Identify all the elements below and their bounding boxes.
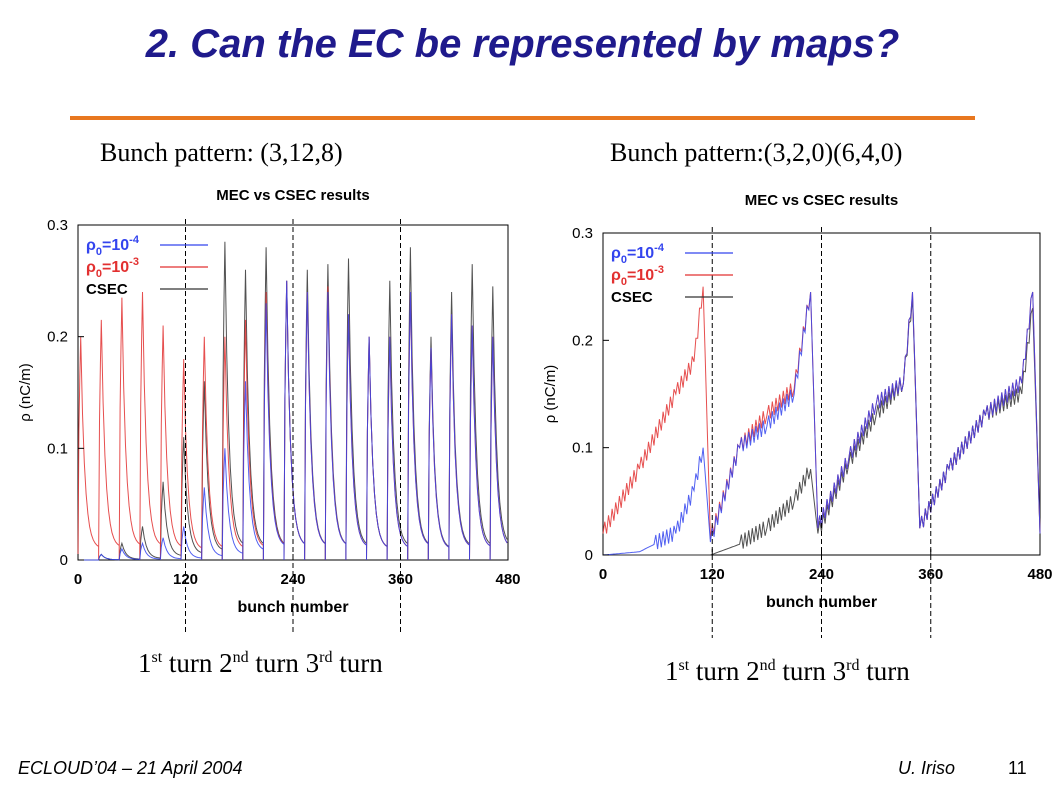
right-turn-labels: 1st turn 2nd turn 3rd turn xyxy=(665,656,910,687)
footer-conference: ECLOUD’04 – 21 April 2004 xyxy=(18,758,243,778)
chart-title: MEC vs CSEC results xyxy=(745,192,898,209)
y-axis-label: ρ (nC/m) xyxy=(542,365,559,424)
y-tick-label: 0 xyxy=(585,547,593,564)
turn-label-1: 1st turn xyxy=(665,656,740,686)
turn-label-3: 3rd turn xyxy=(832,656,910,686)
y-tick-label: 0.1 xyxy=(47,440,68,457)
y-axis-label: ρ (nC/m) xyxy=(17,363,34,422)
right-chart-subtitle: Bunch pattern:(3,2,0)(6,4,0) xyxy=(610,138,903,167)
x-tick-label: 480 xyxy=(495,571,520,588)
legend-label-2: CSEC xyxy=(611,289,653,306)
x-tick-label: 480 xyxy=(1027,566,1052,583)
legend-label-0: ρ0=10-4 xyxy=(611,242,665,266)
slide-title: 2. Can the EC be represented by maps? xyxy=(145,22,900,66)
legend-label-1: ρ0=10-3 xyxy=(611,264,664,288)
title-underline xyxy=(70,116,975,120)
series-line-0 xyxy=(602,291,1041,556)
series-line-0 xyxy=(78,280,508,561)
x-axis-label: bunch number xyxy=(766,594,877,611)
plot-frame xyxy=(602,232,1041,556)
chart-title: MEC vs CSEC results xyxy=(216,187,369,204)
page-number: 11 xyxy=(1008,758,1027,778)
legend-label-2: CSEC xyxy=(86,281,128,298)
y-tick-label: 0.3 xyxy=(47,217,68,234)
legend-label-1: ρ0=10-3 xyxy=(86,256,139,280)
left-chart-subtitle: Bunch pattern: (3,12,8) xyxy=(100,138,343,167)
y-tick-label: 0.1 xyxy=(572,440,593,457)
footer-author: U. Iriso xyxy=(898,758,956,778)
turn-label-3: 3rd turn xyxy=(305,648,383,678)
y-tick-label: 0.3 xyxy=(572,225,593,242)
x-tick-label: 0 xyxy=(599,566,607,583)
y-tick-label: 0 xyxy=(60,552,68,569)
y-tick-label: 0.2 xyxy=(572,332,593,349)
legend-label-0: ρ0=10-4 xyxy=(86,234,140,258)
y-tick-label: 0.2 xyxy=(47,329,68,346)
turn-label-1: 1st turn xyxy=(138,648,213,678)
x-tick-label: 0 xyxy=(74,571,82,588)
left-turn-labels: 1st turn 2nd turn 3rd turn xyxy=(138,648,383,679)
series-line-2 xyxy=(78,241,508,561)
turn-label-2: 2nd turn xyxy=(746,656,826,686)
turn-label-2: 2nd turn xyxy=(219,648,299,678)
